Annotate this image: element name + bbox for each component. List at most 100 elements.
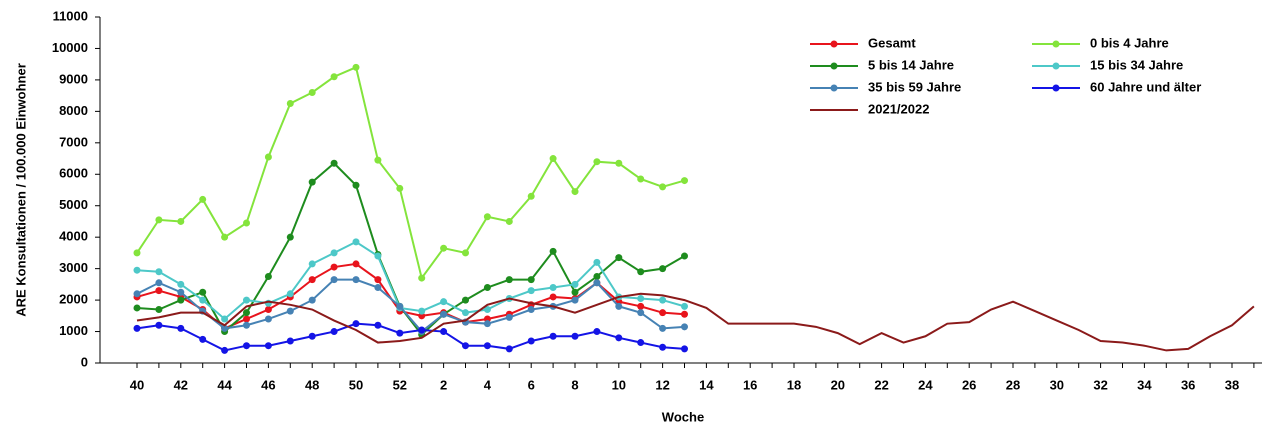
series-point (571, 280, 579, 288)
series-point (177, 217, 185, 225)
y-axis-label: ARE Konsultationen / 100.000 Einwohner (13, 63, 28, 317)
x-tick-label: 8 (571, 377, 578, 392)
series-point (177, 324, 185, 332)
series-point (505, 313, 513, 321)
series-point (681, 177, 688, 185)
series-point (264, 315, 272, 323)
series-point (264, 342, 272, 350)
series-point (549, 293, 557, 301)
series-point (243, 219, 250, 227)
series-point (352, 260, 360, 268)
x-tick-label: 10 (612, 377, 626, 392)
legend-marker (830, 62, 838, 70)
x-tick-label: 22 (874, 377, 888, 392)
series-point (483, 320, 491, 328)
series-point (483, 306, 491, 314)
series-point (199, 335, 207, 343)
x-tick-label: 26 (962, 377, 976, 392)
series-point (155, 306, 163, 314)
series-point (221, 315, 229, 323)
series-point (637, 309, 645, 317)
series-point (593, 273, 601, 280)
series-point (155, 279, 163, 287)
y-tick-label: 4000 (59, 229, 88, 244)
series-point (549, 155, 557, 163)
series-point (221, 346, 229, 354)
series-point (615, 334, 623, 342)
legend-label: 5 bis 14 Jahre (868, 57, 954, 72)
x-tick-label: 48 (305, 377, 319, 392)
series-point (396, 329, 404, 337)
y-tick-label: 7000 (59, 134, 88, 149)
series-line (136, 278, 685, 333)
y-tick-label: 8000 (59, 103, 88, 118)
x-tick-label: 38 (1225, 377, 1239, 392)
series-line (136, 65, 685, 281)
series-point (308, 88, 316, 96)
x-axis-label: Woche (662, 409, 704, 424)
y-tick-label: 1000 (59, 323, 88, 338)
x-tick-label: 32 (1093, 377, 1107, 392)
series-point (308, 276, 316, 284)
x-tick-label: 20 (831, 377, 845, 392)
series-point (681, 252, 688, 260)
x-tick-label: 44 (217, 377, 232, 392)
series-point (659, 324, 667, 332)
x-tick-label: 36 (1181, 377, 1195, 392)
series-point (352, 63, 360, 71)
series-line (136, 322, 685, 352)
series-point (549, 247, 557, 255)
series-point (527, 287, 535, 295)
x-tick-label: 2 (440, 377, 447, 392)
series-point (199, 195, 207, 203)
x-tick-label: 14 (699, 377, 714, 392)
series-point (286, 233, 294, 241)
series-point (615, 254, 623, 262)
series-point (330, 276, 338, 284)
legend-label: Gesamt (868, 35, 916, 50)
series-point (505, 276, 513, 284)
series-point (243, 296, 250, 304)
series-point (374, 284, 382, 292)
series-point (133, 290, 141, 298)
x-tick-label: 52 (393, 377, 407, 392)
series-point (593, 279, 601, 287)
series-point (374, 156, 382, 164)
series-point (659, 183, 667, 191)
series-point (155, 268, 163, 276)
series-point (330, 249, 338, 257)
y-tick-label: 11000 (53, 8, 88, 23)
series-point (396, 302, 404, 310)
series-point (527, 192, 535, 200)
series-point (286, 100, 294, 107)
series-point (659, 343, 667, 351)
x-tick-label: 42 (174, 377, 188, 392)
series-point (571, 288, 579, 296)
series-point (659, 296, 667, 304)
series-point (199, 288, 207, 296)
series-point (505, 217, 513, 225)
series-point (330, 159, 338, 167)
series-point (286, 307, 294, 315)
series-point (527, 306, 535, 314)
x-tick-label: 6 (528, 377, 535, 392)
series-point (133, 324, 141, 332)
series-point (264, 273, 272, 280)
series-point (133, 249, 141, 257)
series-point (308, 178, 316, 186)
y-tick-label: 6000 (59, 166, 88, 181)
x-tick-label: 30 (1050, 377, 1064, 392)
series-point (221, 324, 229, 332)
series-point (155, 321, 163, 329)
series-point (462, 342, 469, 350)
x-tick-label: 24 (918, 377, 933, 392)
series-point (243, 321, 250, 329)
series-point (571, 332, 579, 340)
series-point (418, 274, 426, 282)
series-point (330, 263, 338, 271)
legend-label: 60 Jahre und älter (1090, 79, 1201, 94)
series-point (637, 295, 645, 303)
series-point (637, 302, 645, 310)
series-point (440, 328, 448, 336)
x-tick-label: 16 (743, 377, 757, 392)
